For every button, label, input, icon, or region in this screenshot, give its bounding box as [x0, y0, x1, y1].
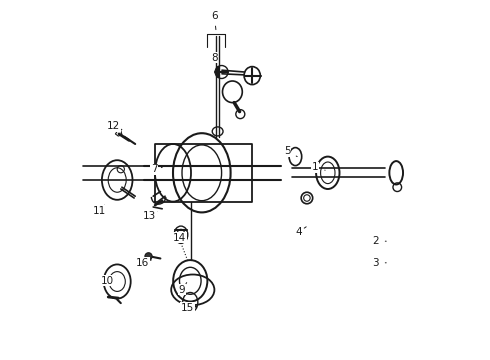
Text: 14: 14	[173, 233, 186, 243]
Text: 11: 11	[93, 206, 106, 216]
Circle shape	[145, 253, 152, 260]
Text: 10: 10	[101, 276, 114, 286]
Text: 13: 13	[143, 211, 156, 221]
Text: 12: 12	[107, 121, 120, 131]
Text: 9: 9	[179, 285, 185, 295]
Text: 3: 3	[372, 258, 379, 268]
Text: 16: 16	[136, 258, 149, 268]
Text: 8: 8	[211, 53, 218, 63]
Text: 4: 4	[295, 227, 301, 237]
Text: 2: 2	[372, 236, 379, 246]
Text: 1: 1	[312, 162, 318, 172]
Text: 6: 6	[211, 11, 218, 21]
Text: 7: 7	[151, 164, 158, 174]
Text: 15: 15	[181, 303, 194, 313]
Text: 5: 5	[284, 146, 291, 156]
